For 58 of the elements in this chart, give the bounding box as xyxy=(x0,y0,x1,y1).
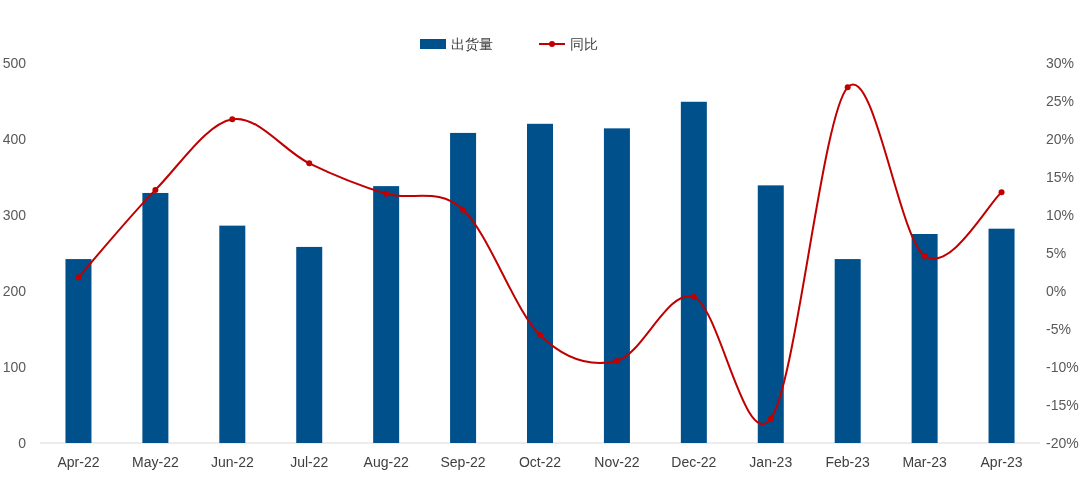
y2-tick-label: 30% xyxy=(1046,55,1075,71)
x-tick-label: Nov-22 xyxy=(594,454,640,470)
point xyxy=(306,160,313,167)
bar xyxy=(757,185,784,443)
y2-tick-label: -10% xyxy=(1046,359,1079,375)
bar xyxy=(603,128,630,443)
point xyxy=(229,116,236,123)
bar xyxy=(834,259,861,443)
y2-tick-label: -20% xyxy=(1046,435,1079,451)
point xyxy=(998,189,1005,196)
x-tick-label: Jun-22 xyxy=(210,454,254,470)
point xyxy=(613,357,620,364)
y2-tick-label: 25% xyxy=(1046,93,1075,109)
x-tick-label: May-22 xyxy=(132,454,179,470)
x-tick-label: Feb-23 xyxy=(825,454,871,470)
x-tick-label: Apr-22 xyxy=(57,454,100,470)
legend-label: 同比 xyxy=(570,36,598,52)
point xyxy=(767,415,774,422)
y-tick-label: 500 xyxy=(2,55,27,71)
y-tick-label: 0 xyxy=(18,435,27,451)
y2-tick-label: 5% xyxy=(1046,245,1067,261)
x-tick-label: Sep-22 xyxy=(440,454,486,470)
point xyxy=(152,186,159,193)
y-tick-label: 400 xyxy=(2,131,27,147)
x-tick-label: Jan-23 xyxy=(749,454,793,470)
point xyxy=(844,84,851,91)
y2-tick-label: 10% xyxy=(1046,207,1075,223)
bar xyxy=(373,186,400,443)
y2-tick-label: 0% xyxy=(1046,283,1067,299)
y-tick-label: 200 xyxy=(2,283,27,299)
x-tick-label: Apr-23 xyxy=(980,454,1023,470)
x-tick-label: Mar-23 xyxy=(902,454,947,470)
y-tick-label: 100 xyxy=(2,359,27,375)
legend-label: 出货量 xyxy=(451,36,493,52)
bar xyxy=(988,228,1015,443)
point xyxy=(383,190,390,197)
point xyxy=(690,294,697,301)
y-tick-label: 300 xyxy=(2,207,27,223)
x-tick-label: Jul-22 xyxy=(290,454,329,470)
y2-tick-label: 15% xyxy=(1046,169,1075,185)
bar xyxy=(911,234,938,443)
x-tick-label: Aug-22 xyxy=(363,454,409,470)
point xyxy=(460,206,467,213)
y2-tick-label: 20% xyxy=(1046,131,1075,147)
point xyxy=(75,274,82,281)
bar xyxy=(219,225,246,443)
x-tick-label: Oct-22 xyxy=(518,454,562,470)
bar xyxy=(680,101,707,443)
point xyxy=(921,253,928,260)
y2-tick-label: -15% xyxy=(1046,397,1079,413)
bar xyxy=(296,246,323,443)
bar xyxy=(142,192,169,443)
x-tick-label: Dec-22 xyxy=(671,454,717,470)
y2-tick-label: -5% xyxy=(1046,321,1071,337)
bar xyxy=(65,259,92,443)
bar xyxy=(527,123,553,443)
bar xyxy=(450,132,477,443)
point xyxy=(537,332,543,339)
